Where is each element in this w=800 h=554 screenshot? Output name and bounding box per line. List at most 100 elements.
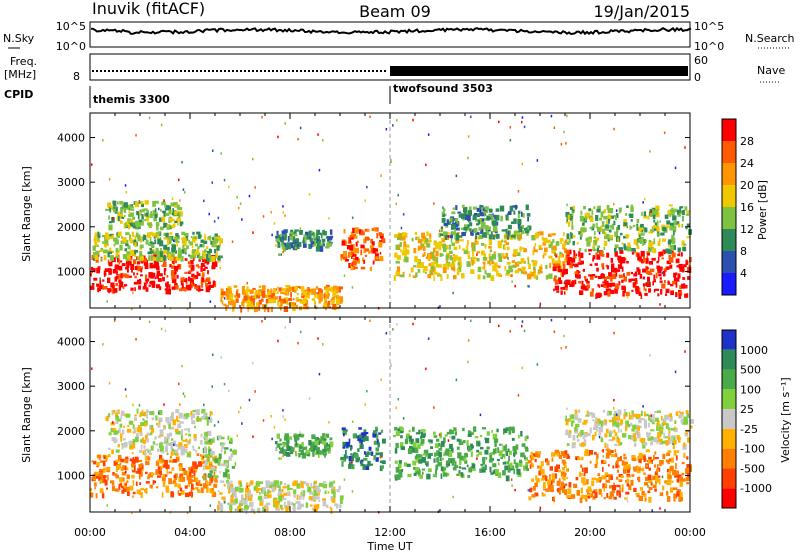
range-cell (647, 253, 650, 256)
range-cell (163, 237, 168, 240)
range-cell (472, 250, 474, 257)
range-cell (297, 241, 300, 244)
range-cell (266, 502, 271, 506)
range-cell (138, 475, 141, 480)
range-cell (551, 457, 554, 462)
range-cell (682, 421, 686, 425)
range-cell (626, 469, 631, 473)
range-cell (107, 253, 110, 258)
range-cell (159, 442, 163, 449)
range-cell (535, 232, 539, 239)
range-cell (171, 265, 175, 269)
range-cell (385, 128, 388, 131)
range-cell (277, 135, 279, 139)
range-cell (309, 448, 313, 451)
range-cell (630, 422, 633, 427)
range-cell (617, 256, 622, 261)
range-cell (497, 458, 500, 462)
range-cell (149, 241, 153, 246)
range-cell (279, 451, 282, 454)
range-cell (649, 150, 651, 153)
range-cell (420, 431, 423, 435)
range-cell (310, 445, 314, 451)
range-cell (264, 487, 267, 490)
range-cell (363, 238, 366, 244)
range-cell (596, 478, 601, 483)
range-cell (111, 217, 115, 223)
range-cell (583, 206, 586, 210)
range-cell (157, 466, 161, 472)
range-cell (299, 431, 302, 434)
range-cell (170, 202, 175, 207)
range-cell (511, 280, 513, 283)
range-cell (273, 222, 276, 225)
range-cell (351, 256, 353, 259)
range-cell (178, 442, 183, 448)
range-cell (333, 285, 337, 291)
range-cell (164, 204, 167, 208)
range-cell (311, 434, 316, 440)
range-cell (614, 432, 618, 437)
range-cell (684, 146, 686, 149)
range-cell (197, 246, 200, 250)
range-cell (315, 496, 320, 500)
range-cell (196, 415, 200, 422)
range-cell (103, 272, 106, 277)
range-cell (119, 201, 123, 205)
range-cell (192, 445, 195, 449)
range-cell (577, 457, 581, 461)
range-cell (137, 459, 142, 463)
range-cell (631, 414, 634, 420)
range-cell (325, 286, 329, 289)
range-cell (239, 487, 244, 493)
range-cell (190, 264, 195, 271)
range-cell (668, 439, 672, 445)
range-cell (204, 431, 208, 438)
range-cell (186, 475, 189, 479)
range-cell (571, 211, 574, 216)
range-cell (631, 289, 634, 292)
range-cell (282, 454, 284, 458)
range-cell (595, 428, 598, 432)
range-cell (315, 286, 319, 290)
range-cell (187, 428, 190, 433)
range-cell (329, 481, 333, 487)
range-cell (94, 486, 96, 490)
range-cell (434, 452, 437, 457)
range-cell (198, 480, 201, 486)
range-cell (316, 448, 320, 451)
range-cell (325, 246, 327, 249)
range-cell (439, 432, 442, 439)
range-cell (520, 225, 524, 230)
range-cell (230, 299, 234, 306)
range-cell (112, 409, 116, 414)
range-cell (214, 236, 219, 239)
range-cell (462, 427, 465, 432)
range-cell (318, 236, 321, 241)
range-cell (136, 408, 139, 414)
range-cell (171, 274, 176, 280)
range-cell (498, 273, 501, 277)
range-cell (178, 464, 182, 467)
range-cell (286, 491, 290, 496)
range-cell (504, 266, 507, 271)
range-cell (126, 474, 130, 480)
range-cell (650, 437, 655, 441)
range-cell (467, 215, 471, 222)
range-cell (166, 275, 169, 278)
range-cell (615, 413, 618, 416)
range-cell (334, 291, 338, 294)
colorbar-tick-label: 24 (740, 157, 754, 170)
range-cell (592, 419, 595, 422)
range-cell (543, 237, 548, 244)
range-cell (264, 506, 267, 510)
range-cell (275, 501, 281, 504)
range-cell (102, 460, 106, 467)
range-cell (342, 441, 345, 447)
range-cell (625, 412, 628, 417)
range-cell (603, 497, 606, 500)
range-cell (566, 407, 568, 411)
range-cell (671, 457, 674, 463)
range-cell (617, 225, 620, 230)
range-cell (249, 296, 253, 301)
